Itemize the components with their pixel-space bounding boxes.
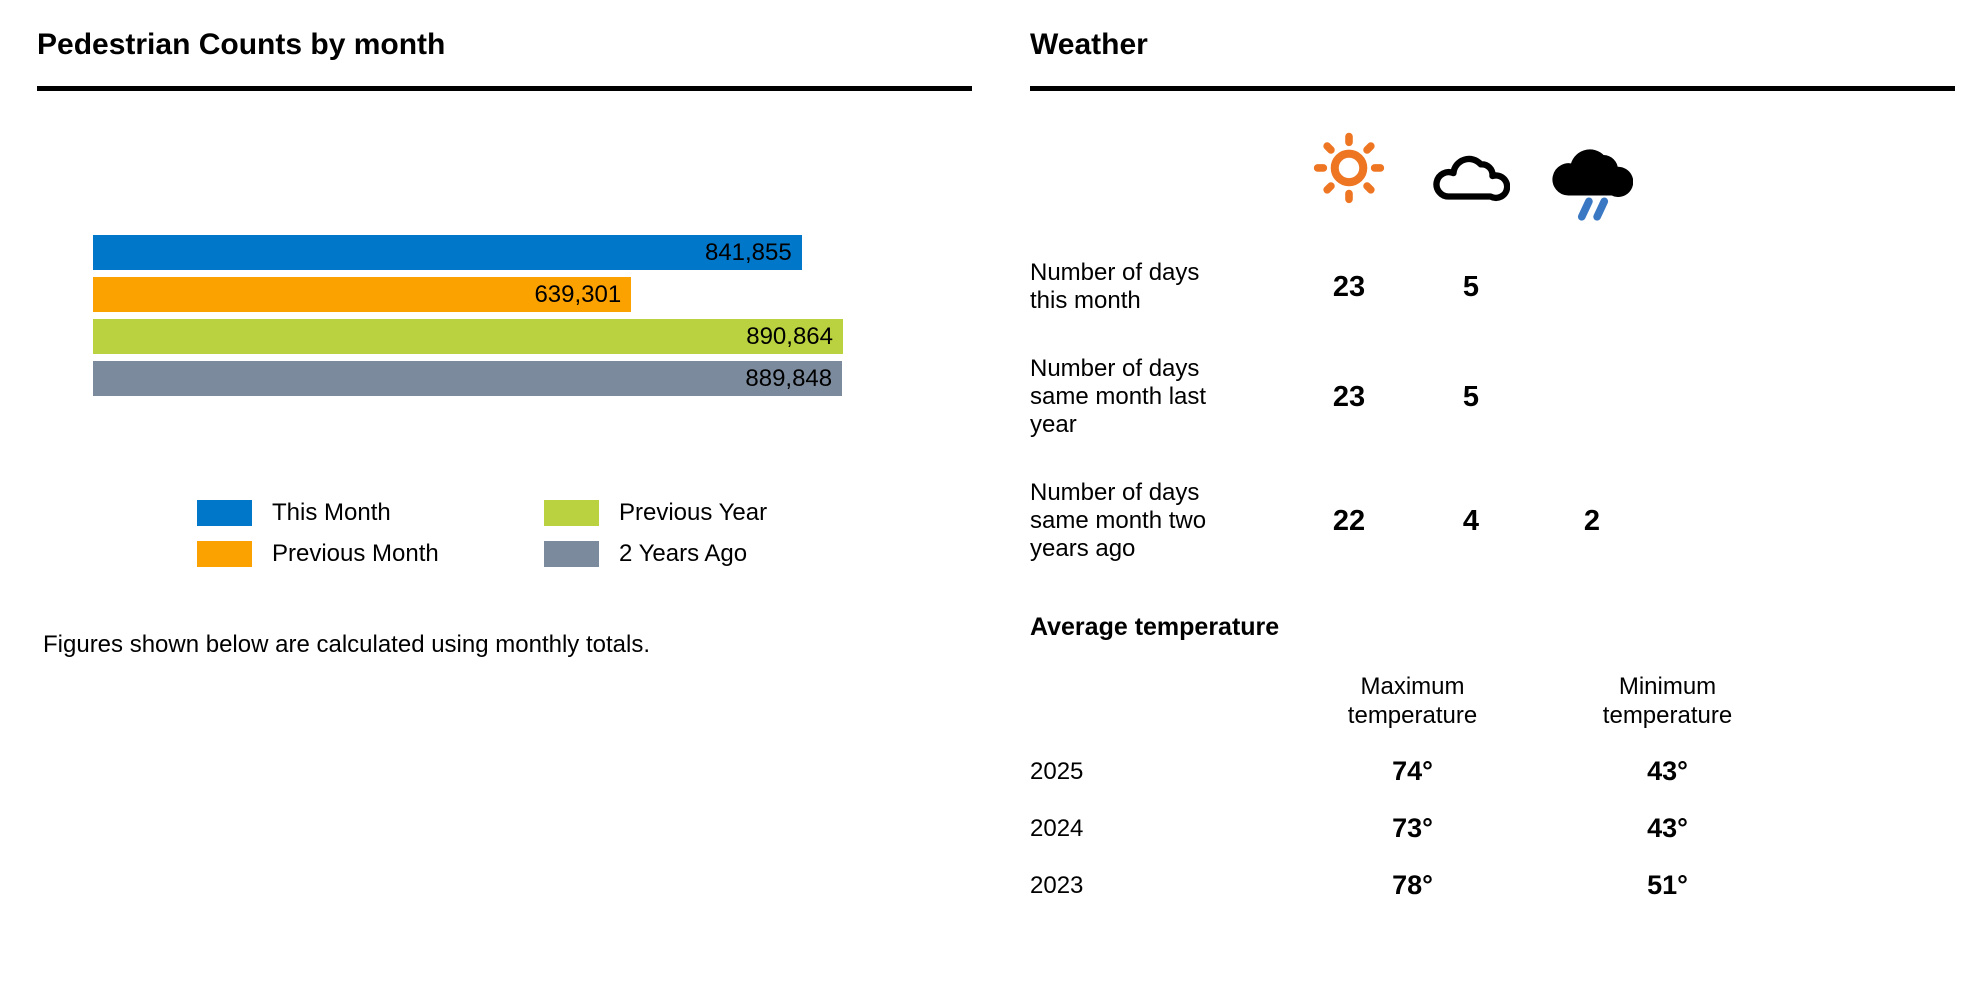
days-row-two-years-ago: Number of days same month two years ago … (1030, 479, 1955, 563)
sunny-days-value: 23 (1332, 270, 1366, 303)
year-label: 2024 (1030, 814, 1084, 842)
pedestrian-title-underline (37, 86, 972, 91)
cloudy-days-value: 5 (1462, 270, 1480, 303)
legend-item-two-years-ago: 2 Years Ago (544, 541, 972, 567)
bar-value-label: 639,301 (534, 280, 622, 308)
monthly-totals-footnote: Figures shown below are calculated using… (43, 631, 650, 658)
weather-title-underline (1030, 86, 1955, 91)
legend-label: 2 Years Ago (619, 540, 748, 567)
rain-cloud-icon (1532, 127, 1652, 227)
sunny-days-value: 23 (1332, 380, 1366, 413)
legend-item-previous-year: Previous Year (544, 500, 972, 526)
sun-icon (1288, 127, 1410, 227)
days-row-label: Number of days this month (1030, 259, 1200, 314)
legend-swatch-two-years-ago (544, 541, 599, 567)
weather-icons-row (1030, 127, 1955, 223)
weather-panel-title: Weather (1030, 28, 1148, 61)
temperature-row-2024: 2024 73° 43° (1030, 813, 1955, 844)
legend-item-this-month: This Month (197, 500, 544, 526)
max-temperature-value: 74° (1392, 756, 1433, 786)
bar-value-label: 890,864 (746, 322, 833, 350)
min-temperature-column-header: Minimum temperature (1602, 673, 1733, 729)
max-temperature-value: 73° (1392, 813, 1433, 843)
bar-row: 841,855 (93, 235, 843, 270)
days-row-label: Number of days same month two years ago (1030, 479, 1207, 562)
bar-row: 639,301 (93, 277, 843, 312)
legend-swatch-previous-month (197, 541, 252, 567)
cloudy-days-value: 5 (1462, 380, 1480, 413)
temperature-row-2023: 2023 78° 51° (1030, 870, 1955, 901)
year-label: 2023 (1030, 871, 1084, 899)
pedestrian-panel-title: Pedestrian Counts by month (37, 28, 446, 61)
legend-item-previous-month: Previous Month (197, 541, 544, 567)
legend-label: This Month (272, 499, 391, 526)
rainy-days-value: 2 (1583, 504, 1601, 537)
pedestrian-bar-chart: 841,855 639,301 890,864 889,848 (93, 235, 843, 396)
min-temperature-value: 43° (1647, 756, 1688, 786)
cloudy-days-value: 4 (1462, 504, 1480, 537)
bar-previous-month: 639,301 (93, 277, 632, 312)
average-temperature-heading: Average temperature (1030, 613, 1280, 641)
bar-value-label: 841,855 (704, 238, 792, 266)
chart-legend: This Month Previous Year Previous Month … (197, 500, 972, 567)
sunny-days-value: 22 (1332, 504, 1366, 537)
legend-swatch-this-month (197, 500, 252, 526)
temperature-row-2025: 2025 74° 43° (1030, 756, 1955, 787)
days-row-last-year: Number of days same month last year 23 5 (1030, 355, 1955, 439)
bar-2-years-ago: 889,848 (93, 361, 843, 396)
min-temperature-value: 43° (1647, 813, 1688, 843)
pedestrian-counts-panel: Pedestrian Counts by month 841,855 639,30… (37, 28, 972, 683)
legend-label: Previous Year (619, 499, 768, 526)
days-row-label: Number of days same month last year (1030, 355, 1207, 438)
bar-value-label: 889,848 (745, 364, 833, 392)
legend-swatch-previous-year (544, 500, 599, 526)
bar-row: 890,864 (93, 319, 843, 354)
bar-this-month: 841,855 (93, 235, 802, 270)
temperature-header-row: Maximum temperature Minimum temperature (1030, 672, 1955, 730)
days-row-this-month: Number of days this month 23 5 (1030, 259, 1955, 315)
min-temperature-value: 51° (1647, 870, 1688, 900)
bar-previous-year: 890,864 (93, 319, 843, 354)
year-label: 2025 (1030, 757, 1084, 785)
max-temperature-value: 78° (1392, 870, 1433, 900)
weather-panel: Weather (1030, 28, 1955, 901)
cloud-icon (1410, 127, 1532, 227)
legend-label: Previous Month (272, 540, 439, 567)
max-temperature-column-header: Maximum temperature (1347, 673, 1478, 729)
bar-row: 889,848 (93, 361, 843, 396)
